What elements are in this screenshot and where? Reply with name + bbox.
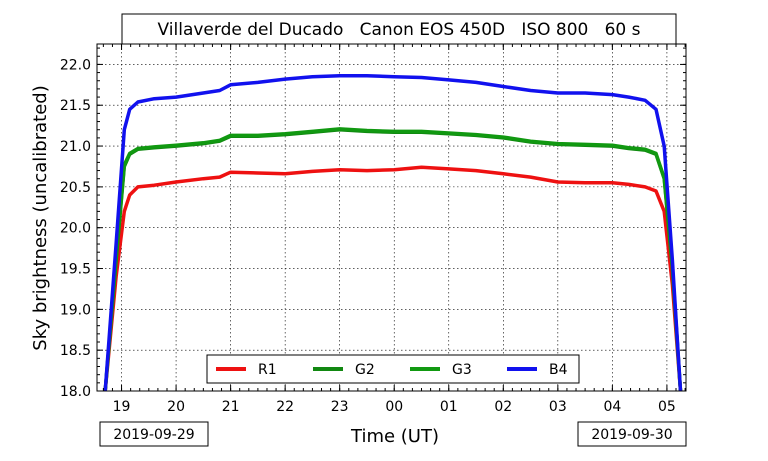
- x-tick-label: 23: [331, 399, 349, 415]
- series-line-r1: [103, 165, 683, 391]
- x-tick-label: 22: [276, 399, 294, 415]
- legend-label-g3: G3: [452, 362, 472, 378]
- series-lines: [103, 74, 683, 391]
- x-tick-label: 21: [222, 399, 240, 415]
- x-tick-label: 01: [440, 399, 458, 415]
- legend-label-r1: R1: [258, 362, 277, 378]
- x-tick-label: 02: [494, 399, 512, 415]
- x-tick-label: 04: [603, 399, 621, 415]
- y-tick-label: 18.5: [60, 343, 91, 359]
- series-line-b4: [103, 74, 683, 391]
- y-tick-label: 20.0: [60, 221, 91, 237]
- axis-ticks: 18.0 18.5 19.0 19.5 20.0 20.5 21.0 21.5 22.0 19 20…: [60, 44, 686, 415]
- end-date-label: 2019-09-30: [591, 427, 672, 443]
- y-axis-label: Sky brightness (uncalibrated): [30, 85, 51, 350]
- chart-title: Villaverde del Ducado Canon EOS 450D ISO…: [158, 20, 641, 40]
- x-tick-label: 03: [549, 399, 567, 415]
- y-tick-label: 21.5: [60, 98, 91, 114]
- y-tick-label: 19.5: [60, 262, 91, 278]
- legend-label-g2: G2: [355, 362, 375, 378]
- x-tick-label: 00: [385, 399, 403, 415]
- x-tick-label: 05: [658, 399, 676, 415]
- x-tick-label: 20: [167, 399, 185, 415]
- y-tick-label: 21.0: [60, 139, 91, 155]
- legend: R1 G2 G3 B4: [206, 354, 580, 384]
- plot-frame: [96, 43, 687, 392]
- x-tick-label: 19: [113, 399, 131, 415]
- y-tick-label: 18.0: [60, 384, 91, 400]
- x-axis-label: Time (UT): [350, 426, 439, 447]
- start-date-label: 2019-09-29: [113, 427, 194, 443]
- start-date-box: [99, 421, 209, 447]
- y-tick-label: 22.0: [60, 57, 91, 73]
- series-line-g3: [103, 127, 683, 391]
- chart-title-box: [121, 13, 677, 45]
- y-tick-label: 19.0: [60, 302, 91, 318]
- legend-label-b4: B4: [549, 362, 568, 378]
- y-tick-label: 20.5: [60, 180, 91, 196]
- end-date-box: [577, 421, 687, 447]
